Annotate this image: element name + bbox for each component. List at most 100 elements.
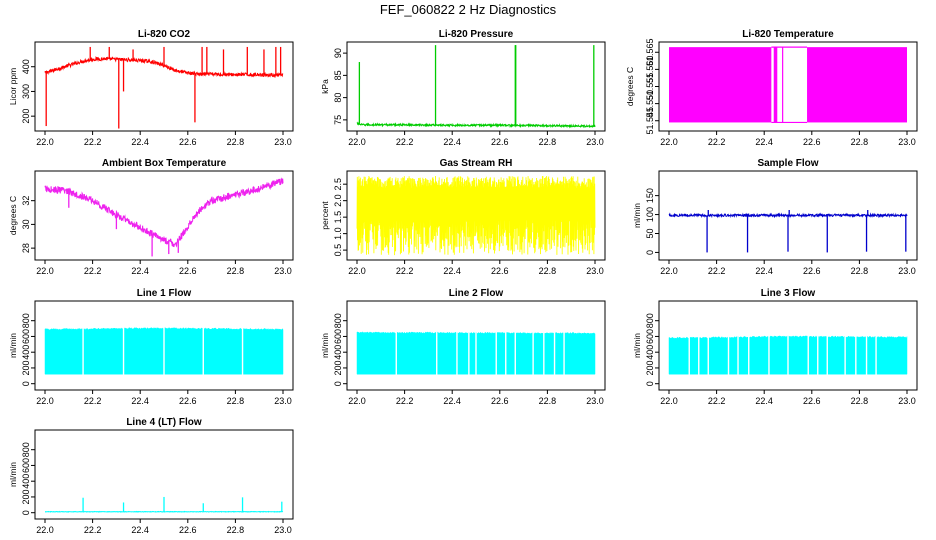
data-block	[669, 47, 772, 123]
y-axis-label: ml/min	[632, 203, 642, 228]
x-tick-label: 23.0	[274, 266, 292, 276]
x-tick-label: 22.0	[348, 266, 366, 276]
x-tick-label: 23.0	[586, 137, 604, 147]
y-tick-label: 200	[21, 489, 31, 504]
y-tick-label: 0	[21, 381, 31, 386]
x-tick-label: 22.8	[227, 396, 245, 406]
plot-area	[44, 496, 284, 513]
y-tick-label: 90	[333, 48, 343, 58]
plot-area	[669, 46, 907, 124]
x-tick-label: 22.8	[539, 266, 557, 276]
x-tick-label: 22.6	[803, 396, 821, 406]
x-tick-label: 22.0	[36, 137, 54, 147]
chart-title: Line 4 (LT) Flow	[126, 417, 202, 428]
plot-area	[668, 210, 908, 253]
y-axis-label: ml/min	[8, 462, 18, 487]
x-tick-label: 22.0	[660, 266, 678, 276]
y-tick-label: 400	[21, 59, 31, 74]
x-tick-label: 22.2	[84, 525, 102, 535]
x-tick-label: 22.8	[539, 137, 557, 147]
data-block	[782, 47, 784, 123]
plot-area	[44, 326, 284, 377]
y-tick-label: 0	[645, 381, 655, 386]
x-tick-label: 22.8	[851, 266, 869, 276]
x-tick-label: 22.6	[803, 266, 821, 276]
chart-panel: Line 4 (LT) Flow 22.0 22.2 22.4 22.6 22.8 23.0…	[8, 417, 294, 535]
x-tick-label: 22.6	[491, 266, 509, 276]
data-block	[773, 47, 778, 123]
y-axis-label: degrees C	[625, 67, 635, 106]
data-series-line	[44, 177, 284, 248]
y-tick-label: 1.0	[333, 227, 343, 240]
y-axis-label: Licor ppm	[8, 68, 18, 105]
y-tick-label: 200	[21, 109, 31, 124]
x-tick-label: 22.2	[396, 266, 414, 276]
plot-area	[44, 177, 284, 257]
x-tick-label: 22.2	[396, 396, 414, 406]
y-tick-label: 400	[645, 345, 655, 360]
plot-area	[668, 334, 908, 377]
chart-panel: Li-820 Pressure 22.0 22.2 22.4 22.6 22.8 23.0 7…	[320, 29, 606, 147]
y-tick-label: 85	[333, 70, 343, 80]
plot-area	[356, 330, 596, 377]
plot-frame	[34, 300, 294, 391]
x-tick-label: 22.0	[36, 266, 54, 276]
x-tick-label: 22.4	[443, 266, 461, 276]
chart-title: Line 3 Flow	[761, 288, 816, 299]
x-tick-label: 22.4	[443, 137, 461, 147]
x-tick-label: 22.0	[348, 396, 366, 406]
x-tick-label: 22.0	[36, 396, 54, 406]
chart-title: Li-820 Temperature	[742, 29, 834, 40]
y-tick-label: 200	[21, 360, 31, 375]
y-tick-label: 800	[645, 313, 655, 328]
x-tick-label: 22.8	[851, 137, 869, 147]
y-tick-label: 400	[333, 345, 343, 360]
x-tick-label: 22.4	[755, 266, 773, 276]
y-axis-label: ml/min	[632, 333, 642, 358]
x-tick-label: 22.0	[348, 137, 366, 147]
x-tick-label: 22.4	[131, 137, 149, 147]
y-tick-label: 0	[21, 510, 31, 515]
y-tick-label: 28	[21, 243, 31, 253]
x-tick-label: 22.2	[84, 396, 102, 406]
chart-panel: Li-820 Temperature 22.0 22.2 22.4 22.6 22.8 23…	[625, 29, 918, 147]
y-tick-label: 600	[21, 458, 31, 473]
plot-frame	[34, 41, 294, 132]
x-tick-label: 22.2	[708, 266, 726, 276]
y-tick-label: 400	[21, 345, 31, 360]
y-axis-label: degrees C	[8, 196, 18, 235]
y-tick-label: 800	[333, 313, 343, 328]
y-axis-label: percent	[320, 201, 330, 230]
x-tick-label: 22.4	[131, 266, 149, 276]
x-tick-label: 23.0	[898, 266, 916, 276]
chart-panel: Li-820 CO2 22.0 22.2 22.4 22.6 22.8 23.0 200 300…	[8, 29, 294, 147]
y-tick-label: 200	[333, 360, 343, 375]
x-tick-label: 22.8	[227, 525, 245, 535]
chart-title: Li-820 Pressure	[439, 29, 514, 40]
x-tick-label: 22.2	[708, 137, 726, 147]
data-series-line	[44, 510, 284, 513]
y-tick-label: 0	[333, 381, 343, 386]
y-tick-label: 150	[645, 188, 655, 203]
x-tick-label: 22.4	[131, 525, 149, 535]
x-tick-label: 22.6	[491, 396, 509, 406]
x-tick-label: 23.0	[586, 396, 604, 406]
x-tick-label: 23.0	[898, 396, 916, 406]
y-tick-label: 400	[21, 474, 31, 489]
x-tick-label: 22.6	[803, 137, 821, 147]
y-tick-label: 51.555	[645, 73, 655, 101]
x-tick-label: 23.0	[586, 266, 604, 276]
x-tick-label: 22.2	[84, 137, 102, 147]
y-tick-label: 51.545	[645, 107, 655, 135]
x-tick-label: 22.2	[708, 396, 726, 406]
plot-area	[356, 175, 596, 256]
plot-frame	[34, 170, 294, 261]
x-tick-label: 22.8	[227, 137, 245, 147]
chart-title: Gas Stream RH	[440, 158, 513, 169]
x-tick-label: 22.8	[539, 396, 557, 406]
x-tick-label: 23.0	[274, 396, 292, 406]
plot-frame	[346, 300, 606, 391]
chart-title: Line 1 Flow	[137, 288, 192, 299]
